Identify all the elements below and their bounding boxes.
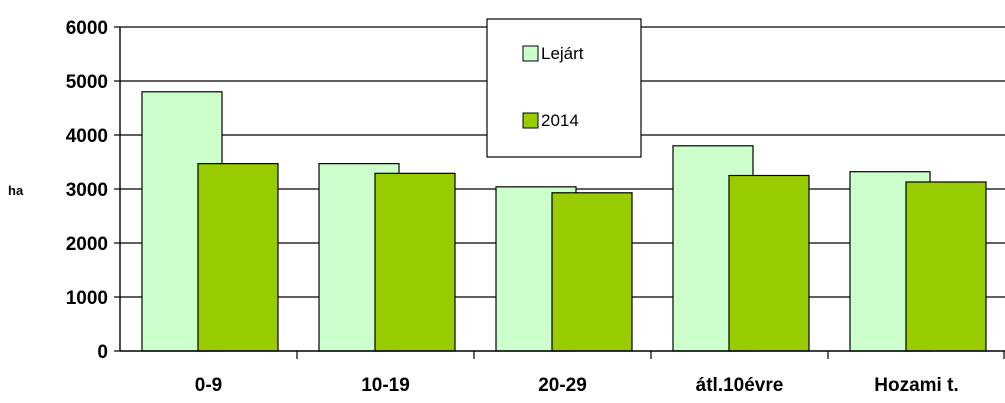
- y-axis-label: ha: [8, 183, 24, 198]
- legend: Lejárt 2014: [486, 18, 642, 158]
- legend-box: [486, 18, 642, 158]
- bar-2014-2: [551, 192, 633, 352]
- x-tick-label: 10-19: [361, 375, 410, 396]
- y-tick-label: 4000: [66, 126, 108, 147]
- legend-label-0: Lejárt: [541, 44, 584, 63]
- bars: [141, 91, 987, 352]
- y-tick-label: 5000: [66, 72, 108, 93]
- y-tick-label: 3000: [66, 180, 108, 201]
- bar-2014-1: [374, 172, 456, 352]
- legend-swatch-1: [522, 112, 539, 129]
- bar-2014-3: [728, 174, 810, 352]
- bar-2014-4: [905, 181, 987, 352]
- y-tick-label: 6000: [66, 18, 108, 39]
- y-tick-label: 2000: [66, 234, 108, 255]
- axes: [119, 27, 1005, 359]
- x-axis-labels: 0-9 10-19 20-29 átl.10évre Hozami t.: [195, 375, 959, 396]
- bar-2014-0: [197, 163, 279, 352]
- x-tick-label: 0-9: [195, 375, 222, 396]
- legend-label-1: 2014: [541, 111, 579, 130]
- y-tick-label: 1000: [66, 288, 108, 309]
- y-tick-label: 0: [97, 342, 108, 363]
- y-axis-ticks: 0 1000 2000 3000 4000 5000 6000: [66, 18, 120, 363]
- x-tick-label: 20-29: [538, 375, 587, 396]
- legend-swatch-0: [522, 45, 539, 62]
- x-tick-label: átl.10évre: [696, 375, 784, 396]
- x-tick-label: Hozami t.: [874, 375, 958, 396]
